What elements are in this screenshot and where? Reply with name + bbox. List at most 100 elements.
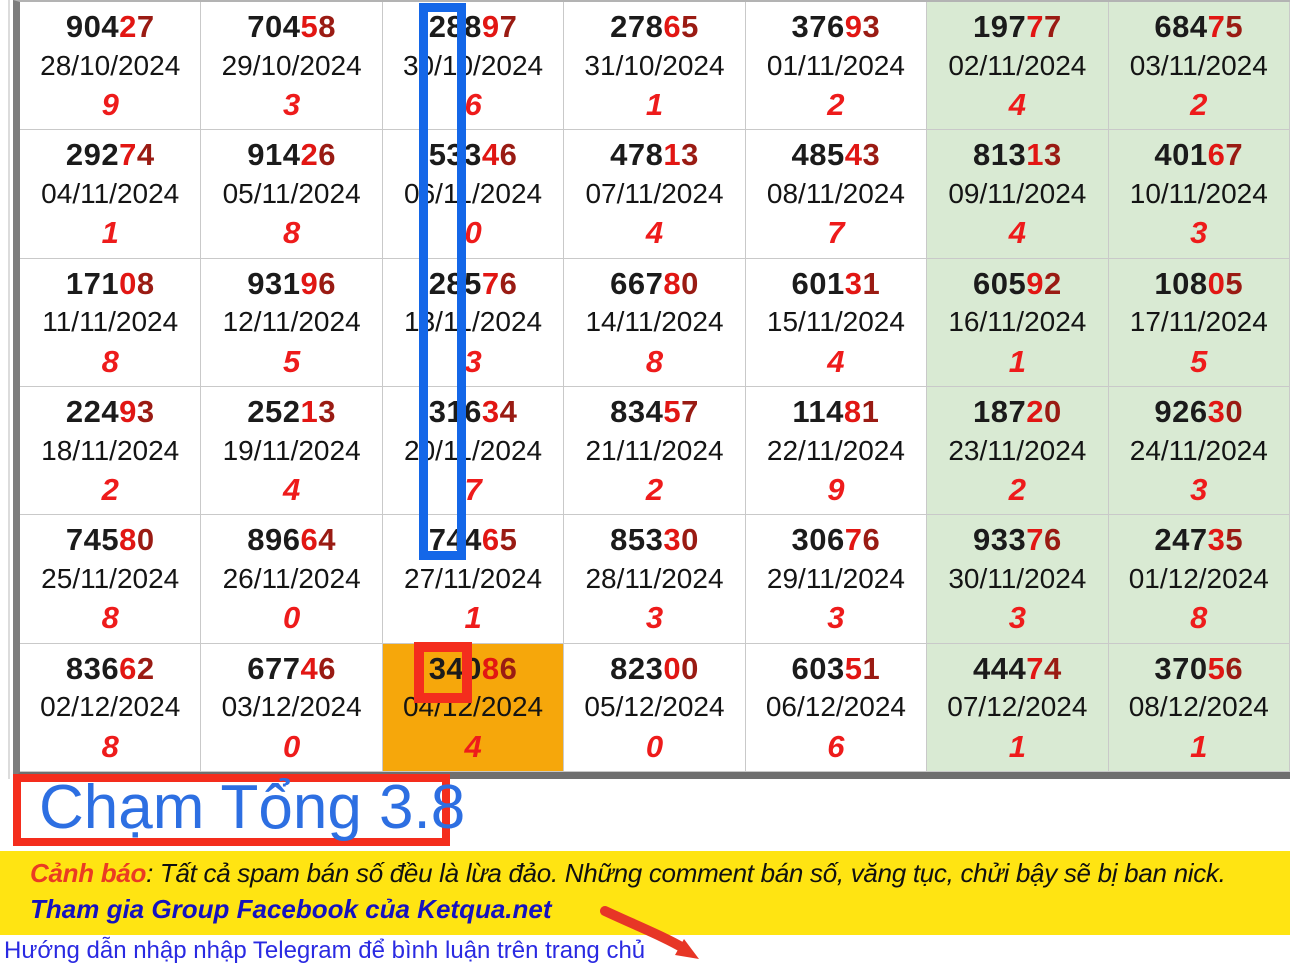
sum-digit: 0 xyxy=(283,728,301,764)
result-date: 27/11/2024 xyxy=(404,563,543,595)
result-date: 21/11/2024 xyxy=(585,434,724,466)
sum-digit: 8 xyxy=(101,600,119,636)
result-cell: 74465 27/11/2024 1 xyxy=(382,515,565,644)
sum-digit: 8 xyxy=(283,215,301,251)
result-number: 89664 xyxy=(247,522,336,558)
result-cell: 18720 23/11/2024 2 xyxy=(927,386,1109,516)
result-date: 02/11/2024 xyxy=(948,49,1087,81)
red-highlight-box xyxy=(414,642,472,703)
result-cell: 28897 30/10/2024 6 xyxy=(382,2,565,131)
blue-highlight-box xyxy=(419,3,466,560)
result-number: 37056 xyxy=(1154,650,1244,686)
result-number: 81313 xyxy=(972,137,1062,173)
result-cell: 37693 01/11/2024 2 xyxy=(745,2,928,131)
result-number: 40167 xyxy=(1154,137,1244,173)
result-cell: 25213 19/11/2024 4 xyxy=(201,386,383,516)
result-number: 70458 xyxy=(247,9,336,44)
result-cell: 81313 09/11/2024 4 xyxy=(927,130,1109,259)
sum-digit: 1 xyxy=(101,215,119,251)
sum-digit: 8 xyxy=(101,343,119,379)
result-number: 28576 xyxy=(428,265,518,301)
result-cell: 47813 07/11/2024 4 xyxy=(564,130,746,259)
sum-digit: 6 xyxy=(464,86,482,122)
sum-digit: 0 xyxy=(464,215,482,251)
telegram-guide-link[interactable]: Hướng dẫn nhập nhập Telegram để bình luậ… xyxy=(4,937,646,964)
facebook-group-link[interactable]: Tham gia Group Facebook của Ketqua.net xyxy=(30,894,552,924)
result-date: 17/11/2024 xyxy=(1129,306,1268,338)
result-number: 11481 xyxy=(792,393,880,429)
result-number: 60351 xyxy=(791,650,881,686)
result-cell: 28576 13/11/2024 3 xyxy=(382,258,565,387)
result-number: 66780 xyxy=(610,265,699,301)
result-date: 01/11/2024 xyxy=(766,49,905,81)
result-date: 04/11/2024 xyxy=(41,178,180,210)
result-date: 16/11/2024 xyxy=(948,306,1087,338)
sum-digit: 3 xyxy=(645,600,664,636)
result-cell: 27865 31/10/2024 1 xyxy=(564,2,746,131)
result-number: 47813 xyxy=(610,137,699,173)
result-date: 29/11/2024 xyxy=(766,563,905,595)
sum-digit: 1 xyxy=(1008,728,1026,764)
warning-banner: Cảnh báo: Tất cả spam bán số đều là lừa … xyxy=(0,851,1290,935)
sum-digit: 1 xyxy=(1008,343,1026,379)
result-cell: 70458 29/10/2024 3 xyxy=(201,2,383,131)
result-cell: 90427 28/10/2024 9 xyxy=(20,2,202,131)
result-number: 60592 xyxy=(972,265,1062,301)
sum-digit: 7 xyxy=(464,471,482,507)
result-date: 05/11/2024 xyxy=(222,178,361,210)
sum-digit: 5 xyxy=(1190,343,1208,379)
result-date: 23/11/2024 xyxy=(948,434,1087,466)
result-number: 25213 xyxy=(247,393,336,429)
sum-digit: 1 xyxy=(645,86,664,122)
result-cell: 29274 04/11/2024 1 xyxy=(20,130,202,259)
result-number: 19777 xyxy=(972,9,1062,44)
sum-digit: 3 xyxy=(1190,471,1208,507)
result-cell: 92630 24/11/2024 3 xyxy=(1108,386,1290,516)
result-date: 07/12/2024 xyxy=(947,691,1088,723)
result-number: 44474 xyxy=(972,650,1062,686)
sum-digit: 4 xyxy=(827,343,845,379)
result-date: 03/12/2024 xyxy=(221,691,362,723)
result-number: 10805 xyxy=(1154,265,1244,301)
result-number: 83457 xyxy=(610,393,699,429)
result-number: 93376 xyxy=(972,522,1062,558)
result-cell: 89664 26/11/2024 0 xyxy=(201,515,383,644)
sum-digit: 3 xyxy=(464,343,482,379)
result-date: 28/10/2024 xyxy=(40,49,181,81)
warning-label: Cảnh báo xyxy=(30,858,147,888)
result-number: 48543 xyxy=(791,137,881,173)
result-number: 93196 xyxy=(247,265,336,301)
result-date: 15/11/2024 xyxy=(766,306,905,338)
sum-digit: 1 xyxy=(464,600,482,636)
result-date: 05/12/2024 xyxy=(584,691,725,723)
sum-digit: 2 xyxy=(645,471,664,507)
result-cell: 48543 08/11/2024 7 xyxy=(745,130,928,259)
result-number: 85330 xyxy=(610,522,699,558)
sum-digit: 3 xyxy=(1190,215,1208,251)
result-date: 30/11/2024 xyxy=(948,563,1087,595)
result-number: 24735 xyxy=(1154,522,1244,558)
result-date: 19/11/2024 xyxy=(222,434,361,466)
result-cell: 93196 12/11/2024 5 xyxy=(201,258,383,387)
result-cell: 10805 17/11/2024 5 xyxy=(1108,258,1290,387)
sum-digit: 3 xyxy=(1008,600,1026,636)
result-cell: 44474 07/12/2024 1 xyxy=(927,643,1109,772)
result-cell: 60592 16/11/2024 1 xyxy=(927,258,1109,387)
result-date: 11/11/2024 xyxy=(42,306,179,338)
result-date: 06/12/2024 xyxy=(765,691,906,723)
result-date: 22/11/2024 xyxy=(766,434,905,466)
result-number: 53346 xyxy=(428,137,518,173)
result-cell: 37056 08/12/2024 1 xyxy=(1108,643,1290,772)
sum-digit: 8 xyxy=(645,343,664,379)
result-cell: 31634 20/11/2024 7 xyxy=(382,386,565,516)
result-cell: 17108 11/11/2024 8 xyxy=(20,258,202,387)
result-date: 12/11/2024 xyxy=(222,306,361,338)
result-date: 02/12/2024 xyxy=(40,691,181,723)
result-number: 82300 xyxy=(610,650,699,686)
result-date: 28/11/2024 xyxy=(585,563,724,595)
result-date: 08/11/2024 xyxy=(766,178,905,210)
result-cell: 91426 05/11/2024 8 xyxy=(201,130,383,259)
sum-digit: 0 xyxy=(645,728,664,764)
result-cell: 40167 10/11/2024 3 xyxy=(1108,130,1290,259)
warning-text: : Tất cả spam bán số đều là lừa đảo. Nhữ… xyxy=(146,858,1226,888)
